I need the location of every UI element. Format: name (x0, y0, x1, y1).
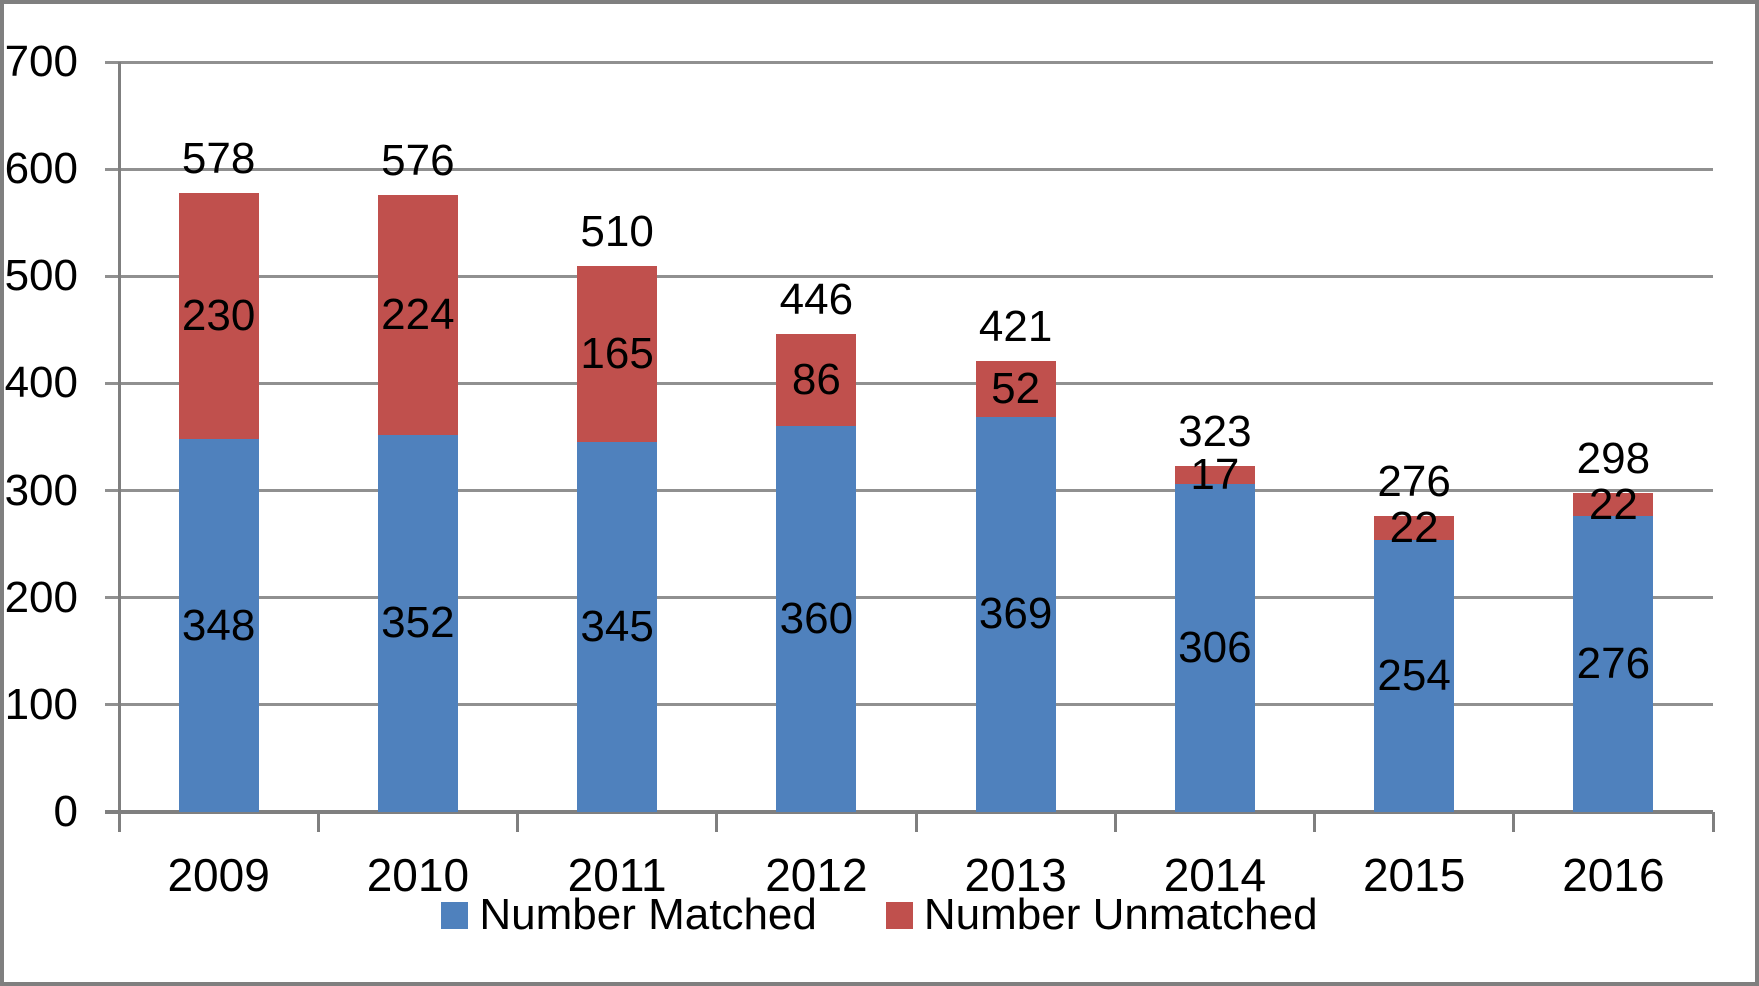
x-axis-tick (316, 812, 320, 832)
gridline (105, 60, 1713, 64)
x-tick-label-2009: 2009 (167, 849, 270, 901)
bar-total-label: 576 (381, 135, 455, 185)
x-axis-tick (1711, 812, 1715, 832)
bar-segment-unmatched-2014 (1174, 465, 1255, 485)
x-axis-tick (715, 812, 719, 832)
x-axis-tick (117, 812, 121, 832)
y-tick-label: 0 (53, 787, 78, 836)
bar-segment-unmatched-2010 (377, 194, 458, 435)
bar-total-label: 510 (580, 206, 654, 256)
x-tick-label-2015: 2015 (1362, 849, 1466, 901)
y-tick-label: 700 (4, 37, 78, 86)
bar-segment-unmatched-2011 (577, 265, 658, 443)
segment-label-unmatched: 224 (381, 289, 455, 339)
x-axis-tick (914, 812, 918, 832)
x-tick-label-2012: 2012 (765, 849, 868, 901)
legend-label-matched: Number Matched (479, 890, 817, 939)
bar-total-label: 298 (1576, 433, 1651, 483)
bar-segment-unmatched-2015 (1374, 516, 1455, 540)
segment-label-unmatched: 22 (1389, 503, 1439, 553)
segment-label-unmatched: 22 (1588, 479, 1638, 529)
bar-total-label: 578 (181, 133, 256, 183)
y-tick-label: 600 (4, 144, 78, 194)
bar-segment-matched-2015 (1374, 539, 1455, 812)
x-tick-label-2011: 2011 (567, 849, 667, 901)
y-tick-label: 400 (4, 358, 78, 408)
segment-label-matched: 254 (1377, 650, 1451, 700)
bar-segment-matched-2012 (776, 426, 857, 812)
bar-segment-matched-2009 (178, 439, 259, 812)
segment-label-unmatched: 17 (1190, 450, 1240, 500)
y-tick-label: 300 (4, 465, 78, 515)
bar-total-label: 446 (779, 275, 854, 325)
x-tick-label-2013: 2013 (964, 849, 1067, 901)
bar-segment-matched-2011 (577, 442, 658, 812)
legend-swatch-unmatched-icon (885, 901, 913, 929)
segment-label-matched: 345 (580, 602, 654, 652)
legend-label-unmatched: Number Unmatched (923, 890, 1318, 939)
x-axis-line (105, 810, 1713, 814)
x-tick-label-2014: 2014 (1163, 849, 1267, 901)
bar-segment-unmatched-2009 (178, 192, 259, 440)
legend-item-unmatched: Number Unmatched (885, 890, 1318, 939)
bar-segment-matched-2013 (975, 416, 1056, 812)
segment-label-matched: 276 (1576, 639, 1651, 689)
segment-label-unmatched: 52 (991, 363, 1041, 413)
gridline (105, 489, 1713, 493)
bar-segment-matched-2016 (1573, 516, 1654, 812)
bar-segment-unmatched-2012 (776, 334, 857, 427)
segment-label-matched: 369 (978, 589, 1053, 639)
segment-label-matched: 352 (381, 598, 455, 648)
y-tick-label: 500 (4, 251, 78, 301)
legend-swatch-matched-icon (441, 901, 469, 929)
gridline (105, 381, 1713, 385)
legend-item-matched: Number Matched (441, 890, 817, 939)
bar-segment-unmatched-2013 (975, 360, 1056, 417)
x-axis-tick (1313, 812, 1316, 832)
x-tick-label-2016: 2016 (1562, 849, 1665, 901)
segment-label-matched: 306 (1178, 623, 1252, 673)
gridline (105, 703, 1713, 707)
segment-label-unmatched: 230 (181, 290, 256, 340)
segment-label-unmatched: 86 (791, 355, 841, 405)
gridline (105, 274, 1713, 278)
x-axis-tick (1113, 812, 1117, 832)
y-tick-label: 100 (4, 679, 78, 729)
bar-total-label: 421 (978, 301, 1053, 351)
bar-segment-unmatched-2016 (1573, 492, 1654, 517)
segment-label-matched: 360 (779, 594, 854, 644)
bar-segment-matched-2014 (1174, 484, 1255, 812)
bar-segment-matched-2010 (377, 434, 458, 812)
bar-total-label: 276 (1377, 457, 1451, 507)
gridline (105, 596, 1713, 600)
x-axis-tick (1512, 812, 1516, 832)
gridline (105, 167, 1713, 171)
legend: Number Matched Number Unmatched (0, 891, 1759, 939)
y-axis-line (117, 62, 121, 832)
x-tick-label-2010: 2010 (366, 849, 470, 901)
segment-label-unmatched: 165 (580, 328, 654, 378)
x-axis-tick (516, 812, 519, 832)
segment-label-matched: 348 (181, 600, 256, 650)
bar-total-label: 323 (1178, 406, 1252, 456)
y-tick-label: 200 (4, 572, 78, 622)
